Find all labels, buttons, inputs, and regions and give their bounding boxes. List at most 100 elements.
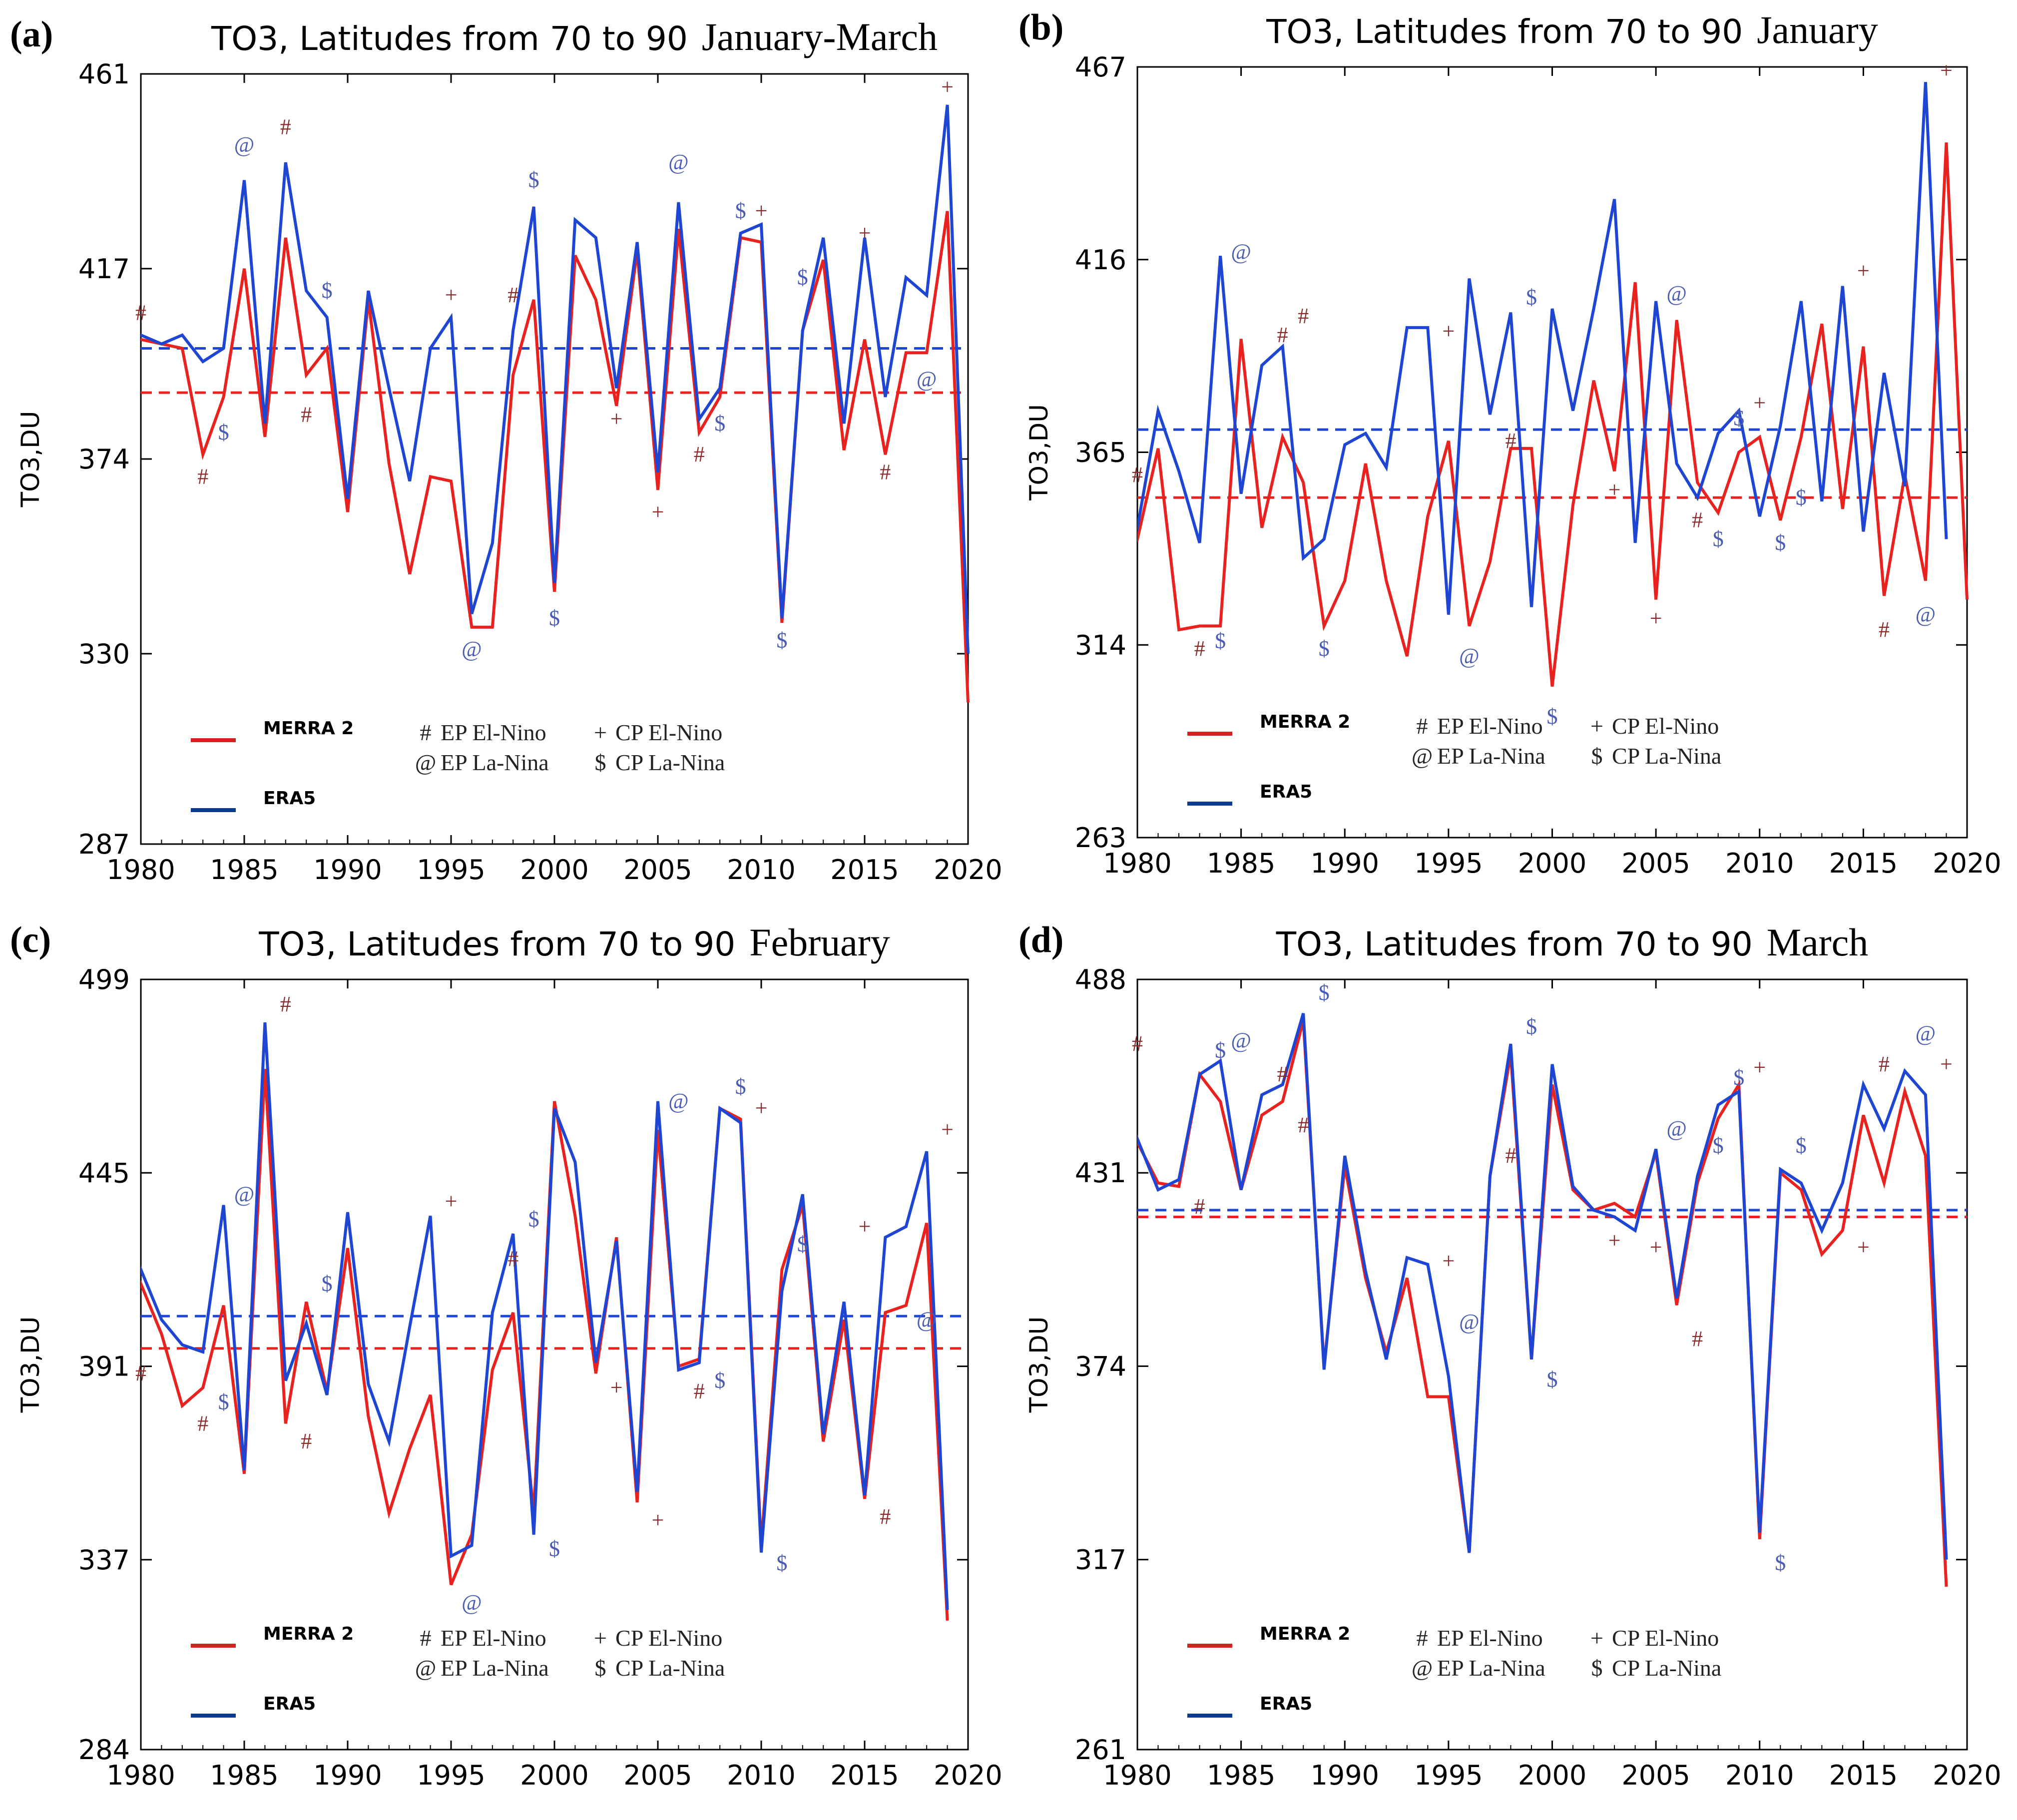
event-marker: # bbox=[1505, 429, 1516, 453]
legend-symbol: + bbox=[594, 1625, 607, 1651]
y-tick-label: 431 bbox=[1075, 1157, 1126, 1189]
legend-event-label: CP El-Nino bbox=[1612, 1625, 1719, 1651]
x-tick-label: 2000 bbox=[1518, 1760, 1586, 1791]
event-marker: @ bbox=[1459, 644, 1480, 668]
event-marker: # bbox=[1879, 617, 1890, 642]
y-tick-label: 337 bbox=[78, 1544, 130, 1576]
event-marker: # bbox=[1194, 636, 1205, 661]
event-marker: # bbox=[880, 460, 891, 484]
legend-label-era5: ERA5 bbox=[263, 788, 316, 809]
event-marker: @ bbox=[1916, 602, 1936, 627]
legend-symbol: # bbox=[420, 720, 432, 745]
legend-label-merra2: MERRA 2 bbox=[263, 718, 354, 739]
event-marker: # bbox=[301, 1429, 312, 1453]
x-tick-label: 1990 bbox=[313, 854, 382, 886]
legend-label-era5: ERA5 bbox=[263, 1694, 316, 1714]
event-marker: # bbox=[197, 464, 208, 488]
title-period: February bbox=[749, 920, 890, 964]
legend-event-label: EP La-Nina bbox=[441, 750, 549, 775]
event-marker: + bbox=[859, 1214, 871, 1239]
title-period: January-March bbox=[702, 15, 938, 58]
panel-letter: (c) bbox=[10, 919, 51, 960]
x-tick-label: 1985 bbox=[210, 854, 278, 886]
x-tick-label: 1985 bbox=[1207, 1760, 1275, 1791]
event-marker: + bbox=[1940, 58, 1953, 83]
event-marker: @ bbox=[917, 367, 937, 391]
event-marker: + bbox=[1442, 1249, 1455, 1273]
legend-symbol: + bbox=[1590, 1625, 1603, 1651]
series-line-era5 bbox=[1137, 1013, 1948, 1560]
event-marker: $ bbox=[1713, 526, 1724, 551]
event-marker: $ bbox=[1796, 485, 1807, 509]
legend-label-merra2: MERRA 2 bbox=[1260, 1624, 1350, 1644]
event-marker: + bbox=[755, 199, 768, 223]
x-tick-label: 2015 bbox=[830, 854, 899, 886]
event-marker: + bbox=[859, 221, 871, 245]
event-marker: $ bbox=[528, 168, 539, 192]
event-marker: + bbox=[1442, 319, 1455, 343]
event-marker: # bbox=[301, 402, 312, 427]
event-marker: @ bbox=[1666, 281, 1687, 306]
event-marker: @ bbox=[234, 132, 255, 157]
panel-0: (a) TO3, Latitudes from 70 to 90 January-M… bbox=[10, 14, 1003, 886]
event-marker: # bbox=[280, 114, 291, 139]
title-period: January bbox=[1757, 8, 1878, 51]
series-line-merra2 bbox=[141, 1069, 949, 1621]
legend-event-label: EP El-Nino bbox=[441, 720, 546, 745]
event-marker: # bbox=[507, 1246, 518, 1271]
legend-event-label: CP La-Nina bbox=[615, 1655, 725, 1681]
event-marker: $ bbox=[735, 1074, 746, 1099]
legend-symbol: $ bbox=[1591, 1655, 1603, 1681]
x-tick-label: 2005 bbox=[1621, 848, 1690, 879]
x-tick-label: 2020 bbox=[1933, 848, 2001, 879]
x-tick-label: 2010 bbox=[727, 854, 795, 886]
x-tick-label: 2020 bbox=[1933, 1760, 2001, 1791]
y-tick-label: 261 bbox=[1075, 1734, 1126, 1766]
y-axis-label: TO3,DU bbox=[1024, 404, 1053, 501]
event-marker: + bbox=[1940, 1052, 1953, 1076]
event-marker: + bbox=[1650, 1235, 1662, 1260]
legend-symbol: # bbox=[1417, 713, 1428, 739]
title-period: March bbox=[1767, 920, 1869, 964]
y-tick-label: 499 bbox=[78, 964, 130, 995]
series-line-merra2 bbox=[1137, 142, 1969, 687]
event-marker: + bbox=[1857, 258, 1870, 283]
event-marker: # bbox=[694, 442, 705, 466]
y-tick-label: 467 bbox=[1075, 51, 1126, 83]
x-tick-label: 2005 bbox=[623, 1760, 692, 1791]
title-text: TO3, Latitudes from 70 to 90 bbox=[1266, 12, 1743, 51]
event-marker: # bbox=[1298, 1113, 1309, 1137]
event-marker: + bbox=[1650, 606, 1662, 630]
event-marker: $ bbox=[218, 420, 229, 445]
legend-event-label: CP El-Nino bbox=[615, 720, 722, 745]
event-marker: # bbox=[280, 992, 291, 1016]
panel-1: (b) TO3, Latitudes from 70 to 90 JanuaryTO… bbox=[1018, 7, 2002, 879]
event-marker: # bbox=[694, 1379, 705, 1403]
legend-symbol: @ bbox=[415, 750, 436, 775]
event-marker: # bbox=[880, 1504, 891, 1529]
event-marker: @ bbox=[1231, 240, 1251, 264]
series-line-era5 bbox=[141, 1022, 949, 1610]
event-marker: + bbox=[1753, 391, 1766, 415]
y-tick-label: 365 bbox=[1075, 437, 1126, 468]
y-tick-label: 314 bbox=[1075, 629, 1126, 661]
y-tick-label: 391 bbox=[78, 1351, 130, 1382]
legend-event-label: EP El-Nino bbox=[1437, 713, 1543, 739]
x-tick-label: 2015 bbox=[1829, 848, 1898, 879]
y-tick-label: 488 bbox=[1075, 964, 1126, 995]
panel-title: TO3, Latitudes from 70 to 90 March bbox=[1276, 920, 1869, 964]
x-tick-label: 2010 bbox=[727, 1760, 795, 1791]
event-marker: + bbox=[1857, 1235, 1870, 1260]
legend-event-label: CP El-Nino bbox=[1612, 713, 1719, 739]
event-marker: $ bbox=[1215, 1038, 1226, 1063]
event-marker: $ bbox=[1526, 285, 1537, 309]
y-tick-label: 374 bbox=[1075, 1351, 1126, 1382]
event-marker: @ bbox=[1459, 1310, 1480, 1334]
legend-symbol: + bbox=[594, 720, 607, 745]
event-marker: $ bbox=[714, 411, 725, 436]
x-tick-label: 2020 bbox=[934, 854, 1002, 886]
event-marker: # bbox=[1505, 1143, 1516, 1168]
title-text: TO3, Latitudes from 70 to 90 bbox=[258, 925, 735, 963]
event-marker: + bbox=[610, 1375, 623, 1400]
